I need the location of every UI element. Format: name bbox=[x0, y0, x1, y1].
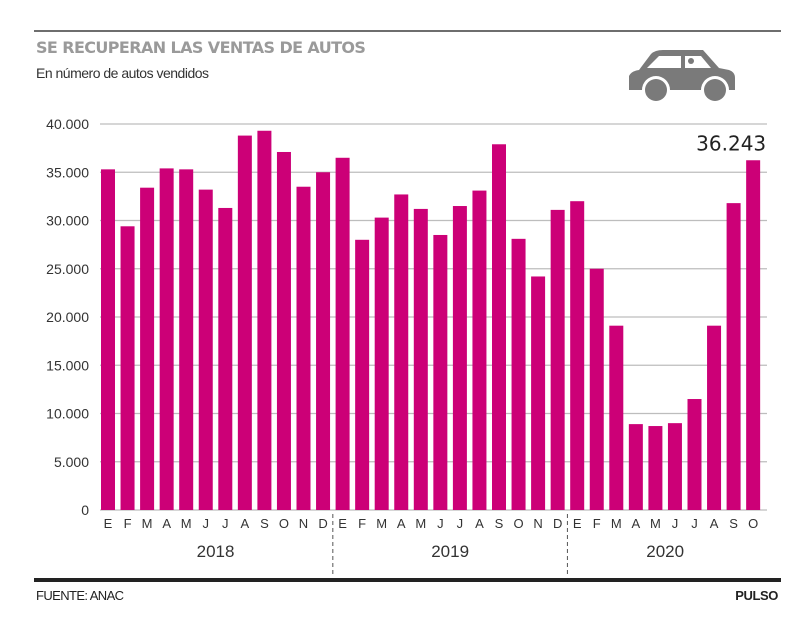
bar bbox=[531, 276, 546, 510]
bar bbox=[355, 239, 370, 511]
bar bbox=[511, 238, 526, 510]
bar bbox=[257, 130, 272, 510]
data-label: 36.243 bbox=[696, 131, 766, 155]
bar bbox=[707, 325, 722, 510]
year-label: 2019 bbox=[431, 542, 469, 561]
bar bbox=[589, 268, 604, 510]
annotations: 36.243 bbox=[696, 131, 766, 155]
month-label: S bbox=[260, 516, 269, 531]
month-label: F bbox=[358, 516, 366, 531]
y-tick-label: 15.000 bbox=[46, 357, 89, 373]
y-tick-label: 30.000 bbox=[46, 213, 89, 229]
month-label: M bbox=[376, 516, 387, 531]
x-axis-year-labels: 2018 2019 2020 bbox=[197, 514, 684, 574]
y-tick-label: 0 bbox=[81, 502, 89, 518]
bar bbox=[667, 423, 682, 510]
month-label: N bbox=[299, 516, 308, 531]
bar bbox=[374, 217, 389, 511]
bar bbox=[550, 209, 565, 510]
footer-rule bbox=[34, 578, 781, 582]
y-tick-label: 35.000 bbox=[46, 164, 89, 180]
y-tick-label: 10.000 bbox=[46, 406, 89, 422]
bar bbox=[726, 203, 741, 510]
bar bbox=[101, 169, 115, 511]
month-label: O bbox=[279, 516, 289, 531]
month-label: O bbox=[513, 516, 523, 531]
top-rule bbox=[34, 30, 781, 32]
bar bbox=[120, 226, 135, 511]
month-label: S bbox=[729, 516, 738, 531]
y-tick-label: 20.000 bbox=[46, 309, 89, 325]
month-label: J bbox=[672, 516, 679, 531]
brand-label: PULSO bbox=[735, 588, 778, 603]
month-label: A bbox=[397, 516, 406, 531]
month-label: A bbox=[475, 516, 484, 531]
month-label: S bbox=[495, 516, 504, 531]
month-label: M bbox=[181, 516, 192, 531]
month-label: A bbox=[710, 516, 719, 531]
month-label: E bbox=[573, 516, 582, 531]
bars bbox=[101, 130, 761, 511]
source-label: FUENTE: ANAC bbox=[36, 588, 124, 603]
bar bbox=[472, 190, 487, 510]
month-label: E bbox=[104, 516, 113, 531]
month-label: J bbox=[222, 516, 229, 531]
month-label: J bbox=[437, 516, 444, 531]
bar bbox=[570, 201, 585, 510]
month-label: N bbox=[533, 516, 542, 531]
month-label: J bbox=[457, 516, 464, 531]
month-label: A bbox=[241, 516, 250, 531]
bar bbox=[492, 144, 506, 510]
y-axis-ticks: 0 5.000 10.000 15.000 20.000 25.000 30.000 35.0… bbox=[46, 116, 89, 518]
month-label: F bbox=[593, 516, 601, 531]
bar bbox=[296, 186, 311, 510]
bar bbox=[276, 151, 291, 511]
month-label: A bbox=[162, 516, 171, 531]
month-label: D bbox=[318, 516, 327, 531]
month-label: A bbox=[632, 516, 641, 531]
chart-subtitle: En número de autos vendidos bbox=[36, 65, 209, 81]
year-label: 2018 bbox=[197, 542, 235, 561]
bar bbox=[687, 399, 702, 510]
month-label: J bbox=[691, 516, 698, 531]
bar bbox=[335, 157, 350, 510]
y-tick-label: 25.000 bbox=[46, 261, 89, 277]
bar bbox=[746, 160, 761, 510]
bar bbox=[179, 169, 194, 511]
bar bbox=[198, 189, 213, 510]
bar bbox=[413, 208, 428, 511]
year-label: 2020 bbox=[646, 542, 684, 561]
month-label: M bbox=[415, 516, 426, 531]
bar bbox=[237, 135, 252, 510]
bar bbox=[394, 194, 409, 510]
bar bbox=[609, 325, 624, 510]
month-label: D bbox=[553, 516, 562, 531]
y-tick-label: 40.000 bbox=[46, 116, 89, 132]
y-tick-label: 5.000 bbox=[54, 454, 89, 470]
chart-title: SE RECUPERAN LAS VENTAS DE AUTOS bbox=[36, 38, 366, 57]
bar bbox=[433, 234, 448, 510]
bar bbox=[452, 206, 467, 510]
car-icon bbox=[629, 50, 735, 104]
bar bbox=[140, 187, 155, 510]
bar bbox=[159, 168, 174, 510]
month-label: M bbox=[650, 516, 661, 531]
month-label: M bbox=[611, 516, 622, 531]
month-label: F bbox=[124, 516, 132, 531]
bar bbox=[628, 424, 643, 510]
bar bbox=[218, 207, 233, 510]
month-label: E bbox=[338, 516, 347, 531]
bar bbox=[648, 426, 663, 510]
bar bbox=[316, 172, 331, 510]
month-label: J bbox=[203, 516, 210, 531]
month-label: M bbox=[142, 516, 153, 531]
month-label: O bbox=[748, 516, 758, 531]
